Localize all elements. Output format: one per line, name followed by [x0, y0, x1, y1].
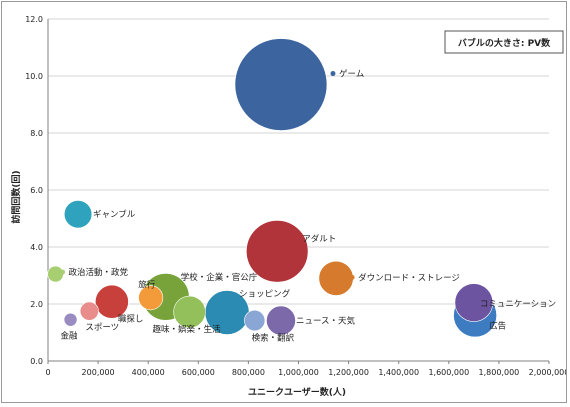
label-dot	[293, 235, 299, 241]
bubble-chart: 0 200,000 400,000 600,000 800,000 1,000,000 1,…	[10, 15, 569, 398]
x-tick-label: 200,000	[82, 368, 115, 377]
x-tick-label: 1,000,000	[278, 368, 319, 377]
x-tick-label: 1,800,000	[479, 368, 520, 377]
bubble	[173, 295, 206, 329]
bubble	[244, 309, 266, 332]
y-tick-label: 6.0	[30, 186, 43, 195]
y-tick-label: 8.0	[30, 129, 43, 138]
bubble-label: スポーツ	[85, 323, 119, 333]
bubble-label: ゲーム	[339, 69, 364, 80]
bubble-label: 政治活動・政党	[69, 267, 129, 278]
label-dot	[330, 71, 336, 77]
label-dot	[471, 301, 477, 307]
x-tick-label: 400,000	[132, 368, 165, 377]
y-tick-label: 2.0	[30, 300, 43, 309]
x-tick-label: 1,200,000	[328, 368, 369, 377]
bubble-label: 職探し	[118, 314, 144, 325]
x-tick-label: 0	[45, 368, 50, 377]
label-dot	[84, 211, 90, 217]
bubble-label: ショッピング	[239, 289, 291, 300]
x-tick-label: 2,000,000	[529, 368, 566, 377]
label-dot	[349, 274, 355, 280]
bubble-label: ダウンロード・ストレージ	[358, 272, 460, 283]
y-tick-labels: 0.0 2.0 4.0 6.0 8.0 10.0 12.0	[25, 15, 43, 366]
x-tick-label: 1,400,000	[378, 368, 419, 377]
bubble	[246, 220, 309, 283]
bubble	[79, 301, 99, 321]
bubble-label: 金融	[61, 331, 79, 342]
y-tick-label: 10.0	[25, 72, 43, 81]
bubble	[234, 38, 328, 131]
x-tick-label: 1,600,000	[428, 368, 469, 377]
bubble-label: 趣味・娯楽・生活	[153, 324, 222, 335]
size-note-box: バブルの大きさ: PV数	[444, 30, 564, 54]
bubble	[318, 260, 354, 296]
bubbles	[47, 38, 497, 338]
axes	[47, 19, 550, 364]
y-tick-label: 4.0	[30, 243, 43, 252]
x-axis-title: ユニークユーザー数(人)	[248, 386, 346, 398]
size-note: バブルの大きさ: PV数	[458, 37, 551, 49]
y-tick-label: 0.0	[30, 357, 43, 366]
bubble-label: アダルト	[302, 233, 336, 244]
x-tick-labels: 0 200,000 400,000 600,000 800,000 1,000,000 1,…	[45, 368, 569, 377]
bubble	[63, 200, 93, 229]
bubble-label: 旅行	[138, 280, 156, 291]
bubble-label: コミュニケーション	[480, 300, 556, 310]
y-tick-label: 12.0	[25, 15, 43, 24]
bubble-label: 検索・翻訳	[252, 333, 295, 344]
y-axis-title: 訪問回数(回)	[10, 170, 22, 223]
bubble	[63, 312, 78, 327]
bubble-label: 広告	[489, 320, 506, 331]
x-tick-label: 600,000	[182, 368, 215, 377]
bubble-label: 学校・企業・官公庁	[181, 272, 258, 283]
bubble-label: ニュース・天気	[296, 316, 356, 327]
x-tick-label: 800,000	[232, 368, 265, 377]
label-dot	[60, 269, 66, 275]
bubble	[94, 284, 129, 319]
bubble	[266, 305, 296, 336]
bubble	[138, 285, 164, 311]
bubble-label: ギャンブル	[93, 209, 136, 220]
